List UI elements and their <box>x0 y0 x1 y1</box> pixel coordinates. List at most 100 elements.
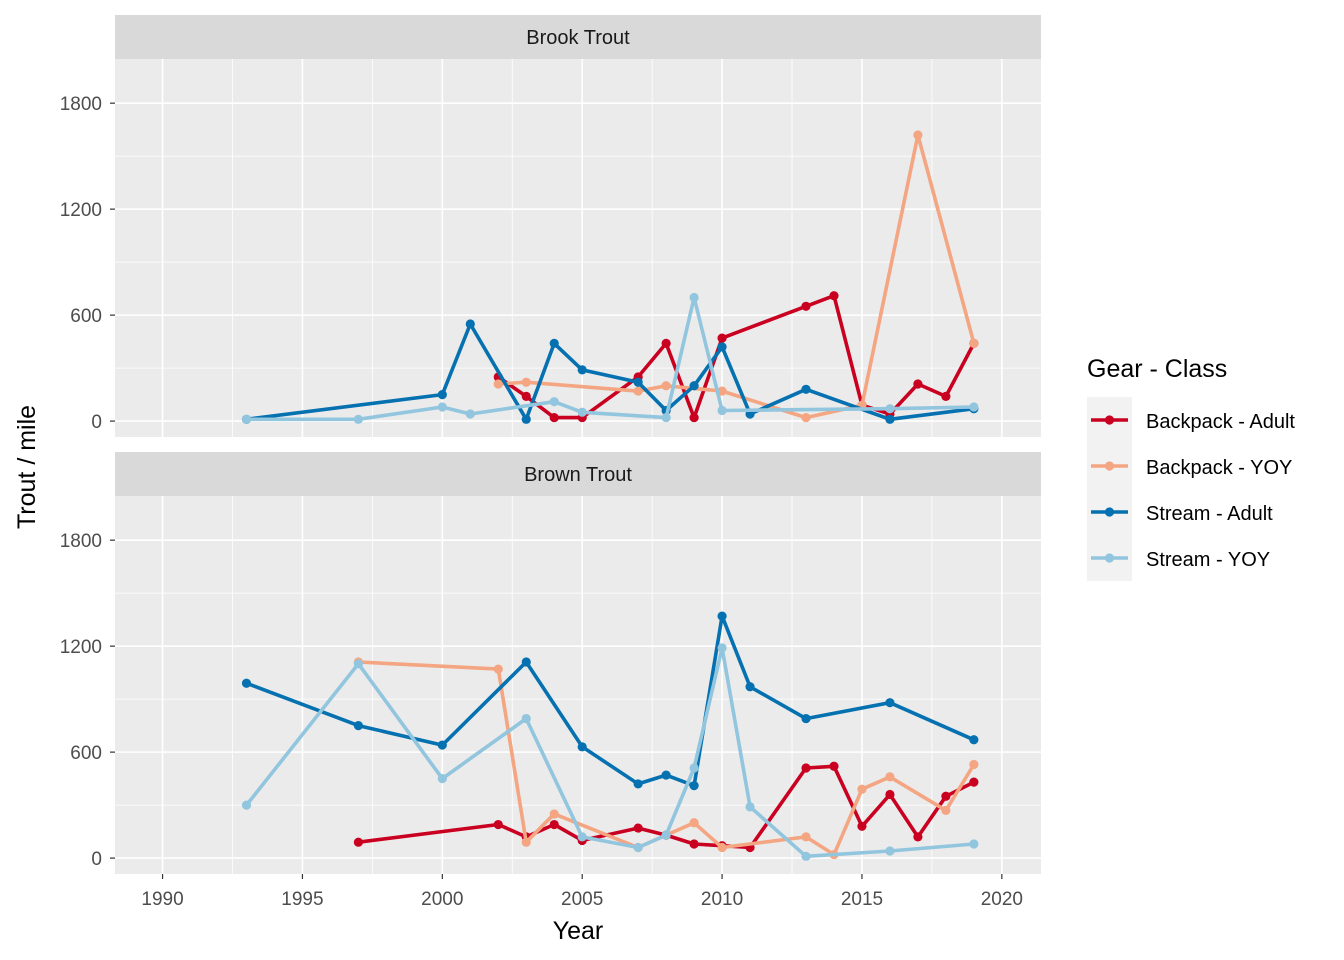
legend-label: Backpack - YOY <box>1146 457 1292 479</box>
y-tick-label: 600 <box>70 306 102 327</box>
data-point <box>493 379 503 389</box>
data-point <box>969 338 979 348</box>
y-tick-label: 0 <box>91 412 102 433</box>
data-point <box>549 809 559 819</box>
data-point <box>969 735 979 745</box>
data-point <box>493 664 503 674</box>
data-point <box>969 402 979 412</box>
data-point <box>689 292 699 303</box>
data-point <box>689 381 699 391</box>
x-tick-label: 2020 <box>981 889 1023 910</box>
legend-entry: Stream - YOY <box>1087 535 1270 581</box>
data-point <box>633 386 643 396</box>
series-backpack-yoy <box>493 130 979 423</box>
data-point <box>521 657 531 667</box>
y-tick-label: 1200 <box>60 200 102 221</box>
facet-strip-label: Brook Trout <box>526 27 630 49</box>
data-point <box>829 291 839 301</box>
data-point <box>437 390 447 400</box>
data-point <box>885 698 895 708</box>
data-point <box>549 412 559 423</box>
data-point <box>549 819 559 830</box>
data-point <box>241 800 252 810</box>
y-tick-label: 1200 <box>60 637 102 658</box>
data-point <box>801 412 811 423</box>
data-point <box>689 839 699 849</box>
data-point <box>549 338 559 348</box>
x-axis-title: Year <box>553 917 604 945</box>
series-stream-adult <box>241 611 979 791</box>
legend-label: Backpack - Adult <box>1146 411 1295 433</box>
data-point <box>661 381 671 391</box>
data-point <box>241 678 252 688</box>
data-point <box>661 830 671 840</box>
series-stream-yoy <box>241 643 979 861</box>
data-point <box>661 770 671 780</box>
data-point <box>941 805 951 816</box>
data-point <box>913 379 923 389</box>
data-point <box>717 842 727 853</box>
data-point <box>801 851 811 861</box>
data-point <box>801 763 811 773</box>
data-point <box>885 772 895 782</box>
data-point <box>745 802 755 812</box>
y-tick-label: 0 <box>91 849 102 870</box>
series-stream-yoy <box>241 292 979 424</box>
panel-background <box>115 496 1041 874</box>
data-point <box>437 740 447 750</box>
data-point <box>857 821 867 831</box>
facet-strip <box>115 452 1041 496</box>
data-point <box>689 781 699 791</box>
facet-strip <box>115 15 1041 59</box>
legend-title: Gear - Class <box>1087 355 1227 383</box>
data-point <box>353 837 363 847</box>
data-point <box>521 837 531 847</box>
data-point <box>689 412 699 423</box>
data-point <box>801 832 811 842</box>
data-point <box>633 823 643 833</box>
data-point <box>717 405 727 416</box>
data-point <box>521 391 531 401</box>
x-axis: 1990 1995 2000 2005 2010 2015 2020 <box>141 874 1023 910</box>
data-point <box>717 342 727 352</box>
legend-entry: Backpack - Adult <box>1087 397 1295 443</box>
y-axis-title: Trout / mile <box>13 405 41 529</box>
legend-entry: Backpack - YOY <box>1087 443 1292 489</box>
data-point <box>857 784 867 794</box>
panel-background <box>115 59 1041 437</box>
data-point <box>465 319 475 329</box>
legend-entry: Stream - Adult <box>1087 489 1273 535</box>
data-point <box>521 377 531 387</box>
legend-label: Stream - Adult <box>1146 503 1273 525</box>
data-point <box>885 846 895 856</box>
legend-key-point <box>1104 507 1115 517</box>
data-point <box>577 742 587 752</box>
data-point <box>941 791 951 801</box>
x-tick-label: 2000 <box>421 889 463 910</box>
data-point <box>913 832 923 842</box>
y-tick-label: 1800 <box>60 94 102 115</box>
data-point <box>521 414 531 424</box>
data-point <box>801 301 811 311</box>
data-point <box>717 333 727 343</box>
legend-key-point <box>1104 415 1115 425</box>
data-point <box>633 377 643 387</box>
data-point <box>801 713 811 724</box>
legend-entries: Backpack - Adult Backpack - YOY Stream - A… <box>1087 397 1295 581</box>
data-point <box>969 777 979 787</box>
data-point <box>437 402 447 412</box>
data-point <box>353 659 363 669</box>
data-point <box>941 391 951 401</box>
data-point <box>493 819 503 830</box>
data-point <box>689 818 699 828</box>
data-point <box>661 338 671 348</box>
data-point <box>577 832 587 842</box>
x-tick-label: 2005 <box>561 889 603 910</box>
x-tick-label: 1995 <box>281 889 323 910</box>
data-point <box>913 130 923 140</box>
data-point <box>549 397 559 407</box>
x-tick-label: 2015 <box>841 889 883 910</box>
data-point <box>633 842 643 853</box>
